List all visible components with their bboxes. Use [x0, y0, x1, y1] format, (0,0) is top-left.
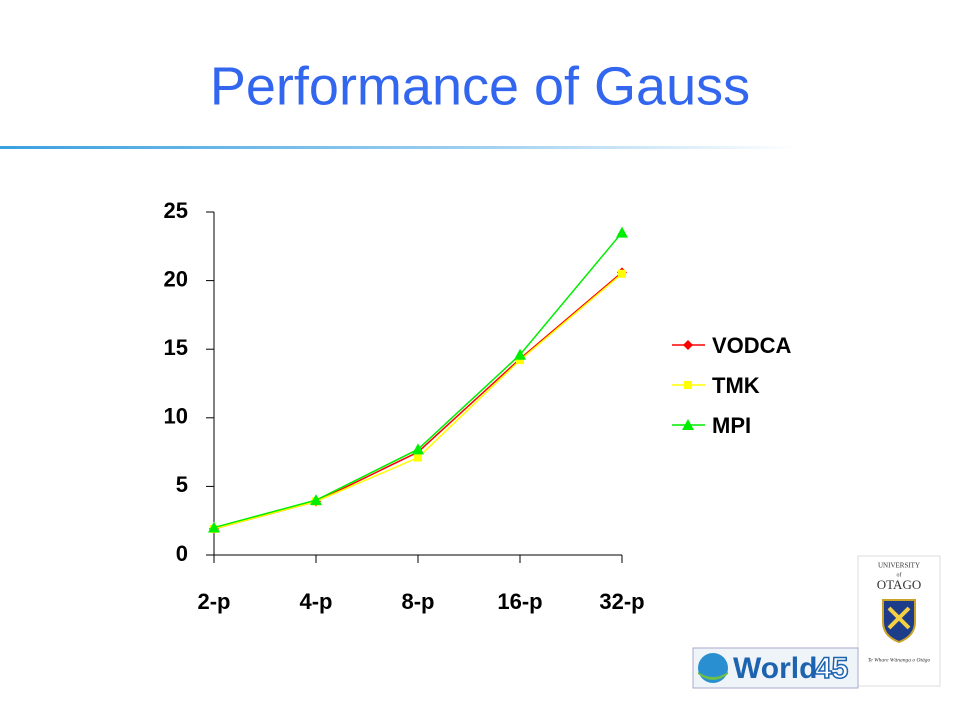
y-tick-label: 20 — [164, 266, 188, 291]
point — [208, 521, 220, 533]
world-text: World — [733, 652, 817, 685]
logo-text: UNIVERSITY — [878, 562, 920, 570]
otago-logo: UNIVERSITY of OTAGO Te Whare Wānanga o O… — [857, 555, 941, 687]
x-tick-label: 8-p — [402, 589, 435, 614]
series-line — [213, 273, 623, 530]
plot: 0 5 10 15 20 25 2-p 4-p 8-p 16-p 32-p VODCA TMK MPI — [164, 198, 792, 614]
y-tick-label: 15 — [164, 335, 188, 360]
point — [310, 494, 322, 506]
logo-text: OTAGO — [877, 577, 921, 592]
world-globe-band — [698, 672, 728, 680]
y-tick-label: 5 — [176, 472, 188, 497]
x-tick-label: 32-p — [599, 589, 644, 614]
y-tick-label: 25 — [164, 198, 188, 223]
logo-text: of — [897, 571, 902, 578]
point — [618, 269, 626, 278]
y-tick-label: 0 — [176, 541, 188, 566]
title-rule — [0, 146, 800, 149]
legend-label: MPI — [712, 413, 751, 438]
world-number: 45 — [815, 652, 848, 685]
crest-cross — [887, 606, 911, 630]
x-tick-label: 16-p — [497, 589, 542, 614]
legend-label: TMK — [712, 373, 760, 398]
crest — [882, 599, 916, 644]
legend-marker — [684, 381, 692, 389]
legend-marker — [682, 419, 694, 430]
legend-marker — [683, 340, 693, 350]
world-logo: World 45 — [692, 647, 859, 689]
x-tick-label: 4-p — [300, 589, 333, 614]
point — [516, 356, 524, 365]
logo-frame — [857, 555, 941, 687]
series-line — [213, 271, 623, 530]
point — [514, 348, 526, 360]
point — [414, 453, 422, 462]
world-globe — [698, 653, 728, 683]
legend-label: VODCA — [712, 333, 792, 358]
x-tick-label: 2-p — [198, 589, 231, 614]
point — [412, 443, 424, 455]
point — [616, 226, 628, 238]
slide-title: Performance of Gauss — [210, 56, 750, 116]
series-line — [213, 232, 623, 529]
logo-motto: Te Whare Wānanga o Otāgo — [868, 657, 931, 663]
y-tick-label: 10 — [164, 404, 188, 429]
